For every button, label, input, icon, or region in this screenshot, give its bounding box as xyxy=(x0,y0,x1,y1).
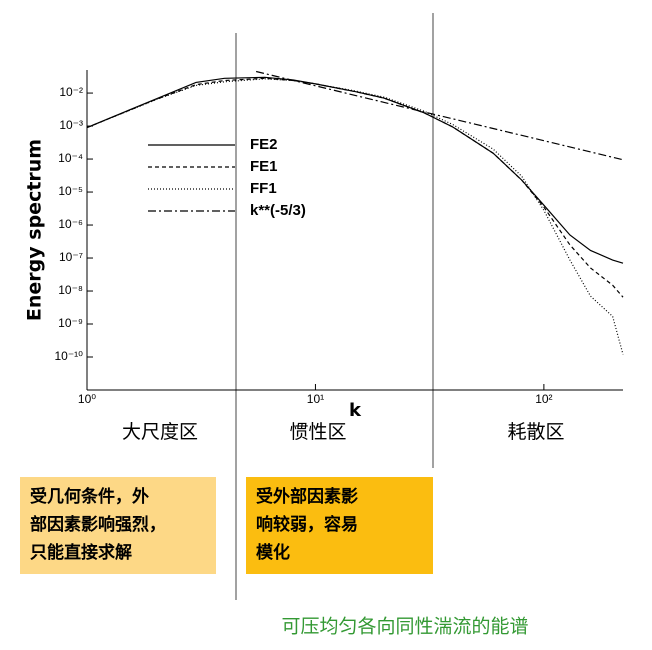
series-line xyxy=(86,78,624,355)
note-text: 只能直接求解 xyxy=(30,542,132,563)
y-tick-label: 10⁻² xyxy=(59,85,83,99)
legend-label: FE1 xyxy=(250,158,278,175)
note-text: 模化 xyxy=(256,542,290,563)
note-text: 受几何条件，外 xyxy=(30,486,149,507)
x-tick-label: 10¹ xyxy=(307,392,324,406)
caption: 可压均匀各向同性湍流的能谱 xyxy=(281,616,528,638)
y-tick-label: 10⁻⁶ xyxy=(58,217,83,231)
note-text: 受外部因素影 xyxy=(256,486,358,507)
legend-label: FE2 xyxy=(250,136,278,153)
note-box xyxy=(246,477,433,574)
region-label: 惯性区 xyxy=(289,421,346,443)
y-tick-label: 10⁻⁵ xyxy=(58,184,83,198)
legend-label: k**(-5/3) xyxy=(250,202,306,219)
series-line xyxy=(86,77,624,298)
y-tick-label: 10⁻⁷ xyxy=(59,250,83,264)
x-tick-label: 10² xyxy=(535,392,552,406)
y-tick-label: 10⁻¹⁰ xyxy=(55,349,84,363)
note-text: 响较弱，容易 xyxy=(256,514,358,535)
series-line xyxy=(255,70,624,161)
y-tick-label: 10⁻⁴ xyxy=(58,151,83,165)
note-text: 部因素影响强烈， xyxy=(30,514,166,535)
region-label: 耗散区 xyxy=(507,421,564,443)
y-tick-label: 10⁻³ xyxy=(59,118,83,132)
y-tick-label: 10⁻⁸ xyxy=(58,283,83,297)
legend-label: FF1 xyxy=(250,180,277,197)
y-axis-title: Energy spectrum xyxy=(24,139,46,321)
series-line xyxy=(86,76,624,264)
region-label: 大尺度区 xyxy=(122,421,198,443)
note-box xyxy=(20,477,216,574)
x-axis-title: k xyxy=(349,400,362,421)
x-tick-label: 10⁰ xyxy=(78,392,96,406)
y-tick-label: 10⁻⁹ xyxy=(58,316,83,330)
